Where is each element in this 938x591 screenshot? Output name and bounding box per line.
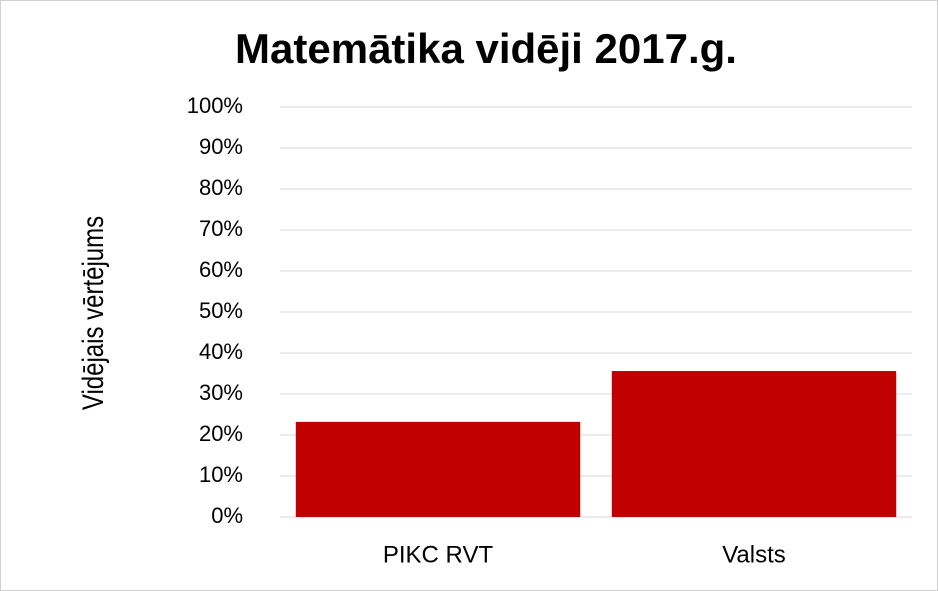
y-tick-label: 70% bbox=[199, 216, 243, 241]
y-tick-label: 40% bbox=[199, 339, 243, 364]
y-axis-label: Vidējais vērtējums bbox=[75, 216, 109, 410]
bar bbox=[295, 421, 581, 517]
bar bbox=[611, 371, 897, 517]
x-tick-label: Valsts bbox=[722, 541, 786, 568]
y-tick-label: 80% bbox=[199, 175, 243, 200]
y-tick-label: 50% bbox=[199, 298, 243, 323]
y-tick-label: 60% bbox=[199, 257, 243, 282]
y-tick-label: 10% bbox=[199, 462, 243, 487]
y-tick-label: 30% bbox=[199, 380, 243, 405]
y-tick-label: 100% bbox=[187, 93, 243, 118]
y-tick-label: 20% bbox=[199, 421, 243, 446]
y-tick-label: 0% bbox=[211, 503, 243, 528]
chart-title: Matemātika vidēji 2017.g. bbox=[235, 25, 737, 72]
y-tick-label: 90% bbox=[199, 134, 243, 159]
x-tick-label: PIKC RVT bbox=[383, 541, 494, 568]
